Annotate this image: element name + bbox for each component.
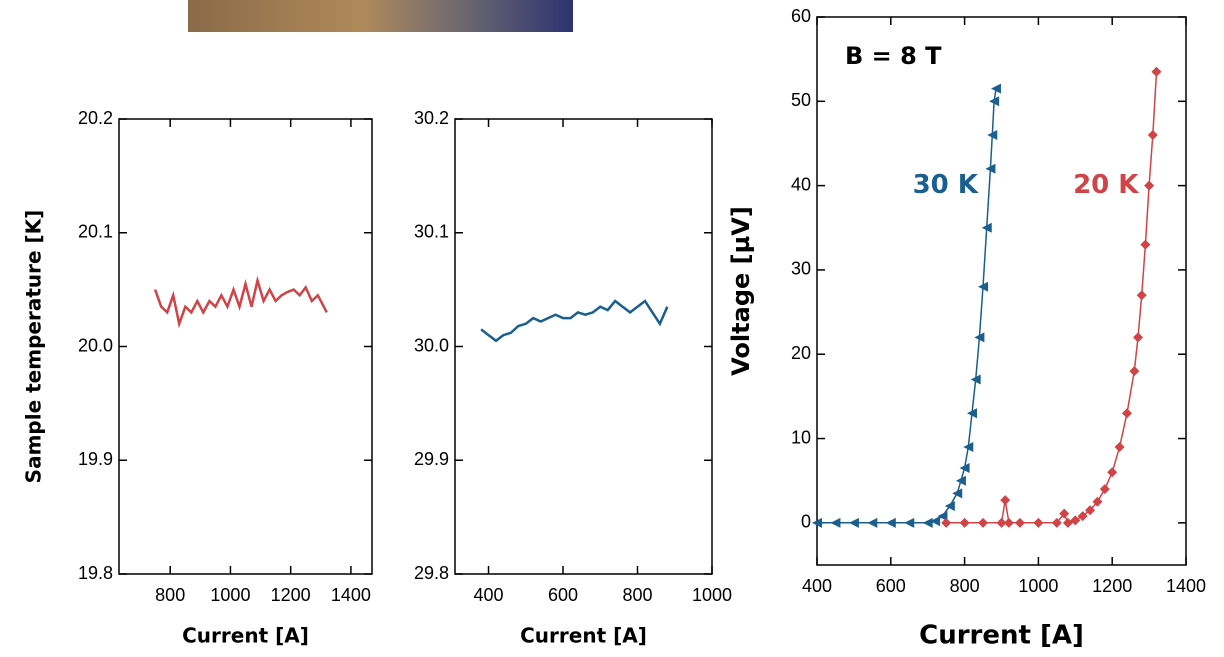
marker xyxy=(922,517,933,528)
y-tick-label: 20.0 xyxy=(78,335,113,355)
marker xyxy=(1077,511,1088,522)
series-line xyxy=(946,71,1158,524)
marker xyxy=(981,222,992,233)
x-tick-label: 800 xyxy=(622,585,652,605)
marker xyxy=(990,83,1001,94)
y-tick-label: 30.2 xyxy=(414,108,449,128)
marker xyxy=(1147,130,1158,141)
marker xyxy=(978,517,989,528)
marker xyxy=(1140,239,1151,250)
marker xyxy=(830,517,841,528)
x-tick-label: 1000 xyxy=(692,585,732,605)
series-line xyxy=(480,299,669,343)
x-tick-label: 400 xyxy=(473,585,503,605)
marker xyxy=(952,488,963,499)
photo xyxy=(188,0,573,32)
x-tick-label: 1200 xyxy=(1092,576,1132,596)
y-tick-label: 30.0 xyxy=(414,335,449,355)
marker xyxy=(1051,517,1062,528)
y-tick-label: 29.8 xyxy=(414,563,449,583)
marker xyxy=(1000,495,1011,506)
x-tick-label: 1000 xyxy=(210,585,250,605)
x-tick-label: 800 xyxy=(155,585,185,605)
y-tick-label: 10 xyxy=(791,427,811,447)
marker xyxy=(987,130,998,141)
x-tick-label: 800 xyxy=(950,576,980,596)
x-tick-label: 600 xyxy=(548,585,578,605)
x-tick-label: 400 xyxy=(802,576,832,596)
marker xyxy=(955,475,966,486)
marker xyxy=(904,517,915,528)
marker xyxy=(941,517,952,528)
plot-frame xyxy=(816,16,1187,566)
marker xyxy=(959,463,970,474)
x-tick-label: 1200 xyxy=(271,585,311,605)
marker xyxy=(812,517,822,528)
marker xyxy=(1014,517,1025,528)
y-axis-label: Voltage [µV] xyxy=(727,206,755,376)
marker xyxy=(1107,467,1118,478)
marker xyxy=(970,374,981,385)
marker xyxy=(966,408,977,419)
marker xyxy=(1144,180,1155,191)
marker xyxy=(867,517,878,528)
annotation: B = 8 T xyxy=(845,42,942,70)
series-line xyxy=(817,88,997,524)
y-tick-label: 30.1 xyxy=(414,222,449,242)
x-axis-label: Current [A] xyxy=(520,624,647,648)
x-tick-label: 1000 xyxy=(1018,576,1058,596)
marker xyxy=(1129,366,1140,377)
marker xyxy=(1133,332,1144,343)
marker xyxy=(959,517,970,528)
series-label: 20 K xyxy=(1073,170,1139,200)
y-tick-label: 20.1 xyxy=(78,222,113,242)
plot-frame xyxy=(118,118,373,575)
x-tick-label: 1400 xyxy=(1166,576,1206,596)
marker xyxy=(1033,517,1044,528)
x-tick-label: 600 xyxy=(876,576,906,596)
y-tick-label: 20 xyxy=(791,343,811,363)
y-tick-label: 19.9 xyxy=(78,449,113,469)
marker xyxy=(848,517,859,528)
series-line xyxy=(153,275,328,329)
marker xyxy=(885,517,896,528)
marker xyxy=(1092,496,1103,507)
marker xyxy=(963,441,974,452)
marker xyxy=(1003,517,1014,528)
marker xyxy=(944,500,955,511)
marker xyxy=(1059,508,1070,519)
marker xyxy=(1121,408,1132,419)
marker xyxy=(974,332,985,343)
marker xyxy=(1085,505,1096,516)
marker xyxy=(1070,515,1081,526)
x-tick-label: 1400 xyxy=(331,585,371,605)
y-tick-label: 0 xyxy=(801,512,811,532)
y-tick-label: 20.2 xyxy=(78,108,113,128)
y-tick-label: 30 xyxy=(791,259,811,279)
x-axis-label: Current [A] xyxy=(919,621,1084,651)
series-label: 30 K xyxy=(913,170,979,200)
y-tick-label: 29.9 xyxy=(414,449,449,469)
x-axis-label: Current [A] xyxy=(182,624,309,648)
marker xyxy=(1151,66,1162,77)
plot-frame xyxy=(454,118,713,575)
marker xyxy=(1136,290,1147,301)
marker xyxy=(1114,441,1125,452)
marker xyxy=(1099,484,1110,495)
marker xyxy=(937,511,948,522)
y-tick-label: 50 xyxy=(791,90,811,110)
y-tick-label: 19.8 xyxy=(78,563,113,583)
marker xyxy=(989,96,1000,107)
marker xyxy=(978,281,989,292)
y-axis-label: Sample temperature [K] xyxy=(22,210,46,484)
marker xyxy=(985,163,996,174)
marker xyxy=(996,517,1007,528)
y-tick-label: 40 xyxy=(791,174,811,194)
y-tick-label: 60 xyxy=(791,6,811,26)
marker xyxy=(930,516,941,527)
